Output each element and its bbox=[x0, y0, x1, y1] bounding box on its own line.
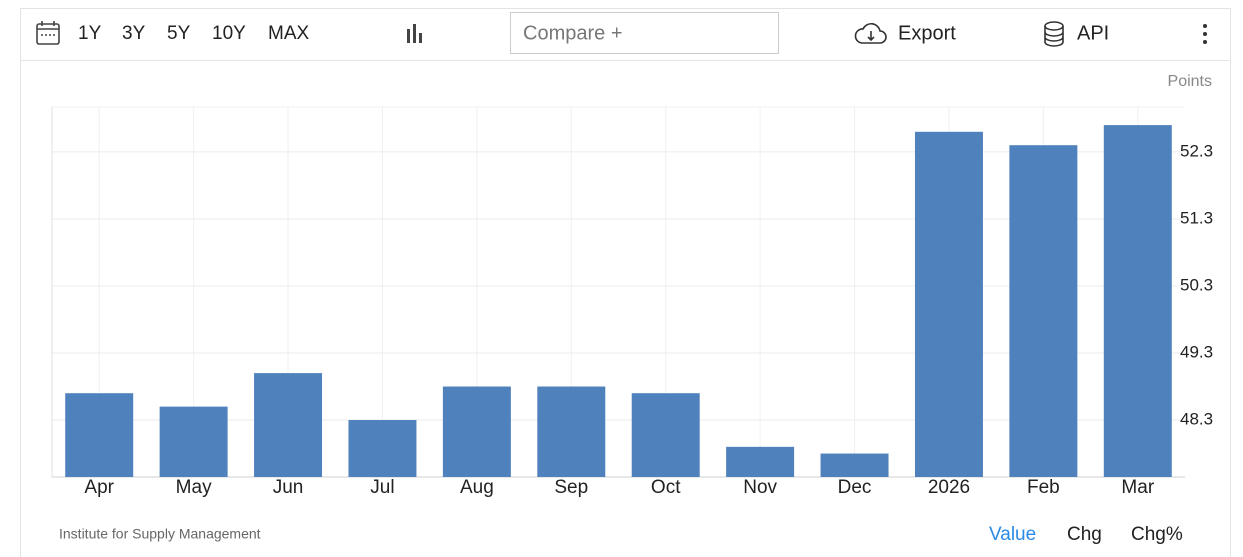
icon-bar bbox=[413, 24, 416, 43]
y-tick-label: 48.3 bbox=[1180, 410, 1213, 429]
range-button[interactable]: 3Y bbox=[122, 23, 146, 44]
bar bbox=[159, 406, 228, 477]
icon-bar bbox=[419, 33, 422, 43]
dot bbox=[1203, 32, 1207, 36]
bar bbox=[631, 393, 700, 477]
y-axis-unit: Points bbox=[1168, 73, 1212, 90]
x-tick-label: Feb bbox=[1027, 477, 1060, 498]
view-tab[interactable]: Chg bbox=[1067, 524, 1102, 545]
db-body bbox=[1044, 26, 1064, 47]
bar bbox=[537, 386, 606, 477]
range-button[interactable]: 1Y bbox=[78, 23, 102, 44]
x-tick-label: Jun bbox=[273, 477, 304, 498]
compare-input[interactable] bbox=[510, 12, 779, 54]
bar bbox=[348, 420, 417, 477]
menu-button[interactable] bbox=[1203, 24, 1207, 44]
bar bbox=[442, 386, 511, 477]
x-tick-label: May bbox=[176, 477, 212, 498]
range-button[interactable]: 5Y bbox=[167, 23, 191, 44]
export-button[interactable]: Export bbox=[898, 22, 956, 44]
arrow bbox=[867, 31, 875, 42]
x-tick-label: Mar bbox=[1121, 477, 1154, 498]
x-tick-label: Jul bbox=[370, 477, 394, 498]
export-icon bbox=[854, 23, 887, 44]
bar bbox=[1009, 145, 1078, 477]
api-icon bbox=[1044, 21, 1064, 47]
cloud bbox=[854, 23, 887, 44]
calendar-body bbox=[36, 23, 60, 45]
x-tick-label: Sep bbox=[554, 477, 588, 498]
source: Institute for Supply Management bbox=[59, 526, 261, 542]
bar bbox=[254, 373, 323, 477]
y-tick-label: 51.3 bbox=[1180, 208, 1213, 227]
bar bbox=[820, 453, 889, 477]
range-button[interactable]: MAX bbox=[268, 23, 310, 44]
bar bbox=[1103, 125, 1172, 477]
y-tick-label: 49.3 bbox=[1180, 342, 1213, 361]
icon-bar bbox=[407, 29, 410, 43]
view-tab[interactable]: Value bbox=[989, 524, 1036, 545]
compare-placeholder: Compare + bbox=[523, 22, 623, 44]
x-tick-label: Dec bbox=[838, 477, 872, 498]
calendar-icon[interactable] bbox=[36, 21, 60, 45]
api-button[interactable]: API bbox=[1077, 22, 1109, 44]
x-tick-label: Aug bbox=[460, 477, 494, 498]
x-tick-label: 2026 bbox=[928, 477, 970, 498]
x-tick-label: Apr bbox=[84, 477, 114, 498]
dot bbox=[1203, 24, 1207, 28]
x-tick-label: Oct bbox=[651, 477, 681, 498]
chart-type-button[interactable] bbox=[407, 24, 422, 43]
bar bbox=[65, 393, 134, 477]
y-tick-label: 52.3 bbox=[1180, 141, 1213, 160]
x-tick-label: Nov bbox=[743, 477, 777, 498]
y-tick-label: 50.3 bbox=[1180, 275, 1213, 294]
bar bbox=[726, 446, 795, 477]
bar bbox=[914, 131, 983, 477]
view-tab[interactable]: Chg% bbox=[1131, 524, 1183, 545]
dot bbox=[1203, 40, 1207, 44]
range-button[interactable]: 10Y bbox=[212, 23, 246, 44]
